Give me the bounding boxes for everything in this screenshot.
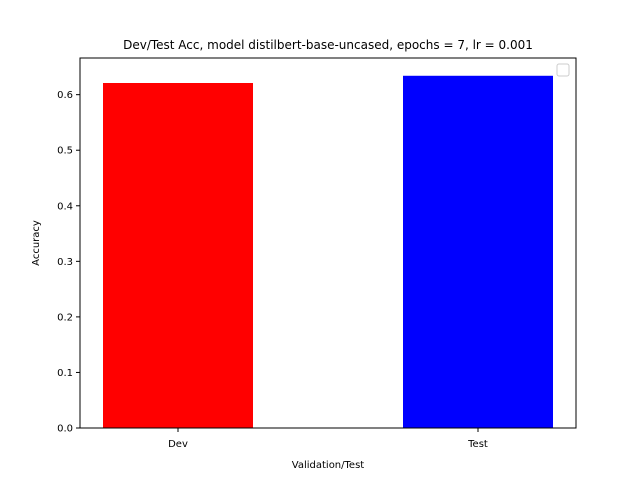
y-tick-label: 0.3 — [57, 257, 73, 268]
x-tick-label: Dev — [168, 439, 188, 450]
y-tick-label: 0.1 — [57, 368, 73, 379]
y-tick-label: 0.4 — [57, 201, 73, 212]
x-axis-label: Validation/Test — [292, 460, 365, 471]
y-tick-label: 0.6 — [57, 90, 73, 101]
plot-frame — [79, 57, 577, 429]
x-axis-ticks: Dev Test — [168, 428, 488, 450]
chart-title: Dev/Test Acc, model distilbert-base-unca… — [123, 38, 533, 52]
y-tick-label: 0.0 — [57, 424, 73, 435]
y-tick-label: 0.5 — [57, 146, 73, 157]
x-tick-label: Test — [467, 439, 488, 450]
y-axis-label: Accuracy — [31, 220, 42, 266]
y-axis-ticks: 0.0 0.1 0.2 0.3 0.4 0.5 0.6 — [57, 90, 80, 435]
bar-dev — [103, 83, 253, 428]
y-tick-label: 0.2 — [57, 312, 73, 323]
bars-group — [103, 75, 553, 429]
legend-box — [556, 63, 570, 77]
bar-test — [403, 75, 553, 429]
